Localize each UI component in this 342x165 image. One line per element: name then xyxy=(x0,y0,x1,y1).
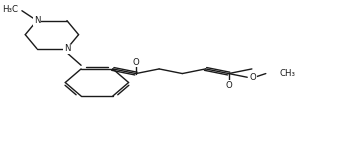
Text: H₃C: H₃C xyxy=(2,5,18,14)
Text: O: O xyxy=(225,81,232,90)
Text: N: N xyxy=(34,16,40,25)
Text: O: O xyxy=(250,73,256,82)
Text: CH₃: CH₃ xyxy=(279,69,295,78)
Text: O: O xyxy=(133,58,139,66)
Text: N: N xyxy=(64,44,70,53)
